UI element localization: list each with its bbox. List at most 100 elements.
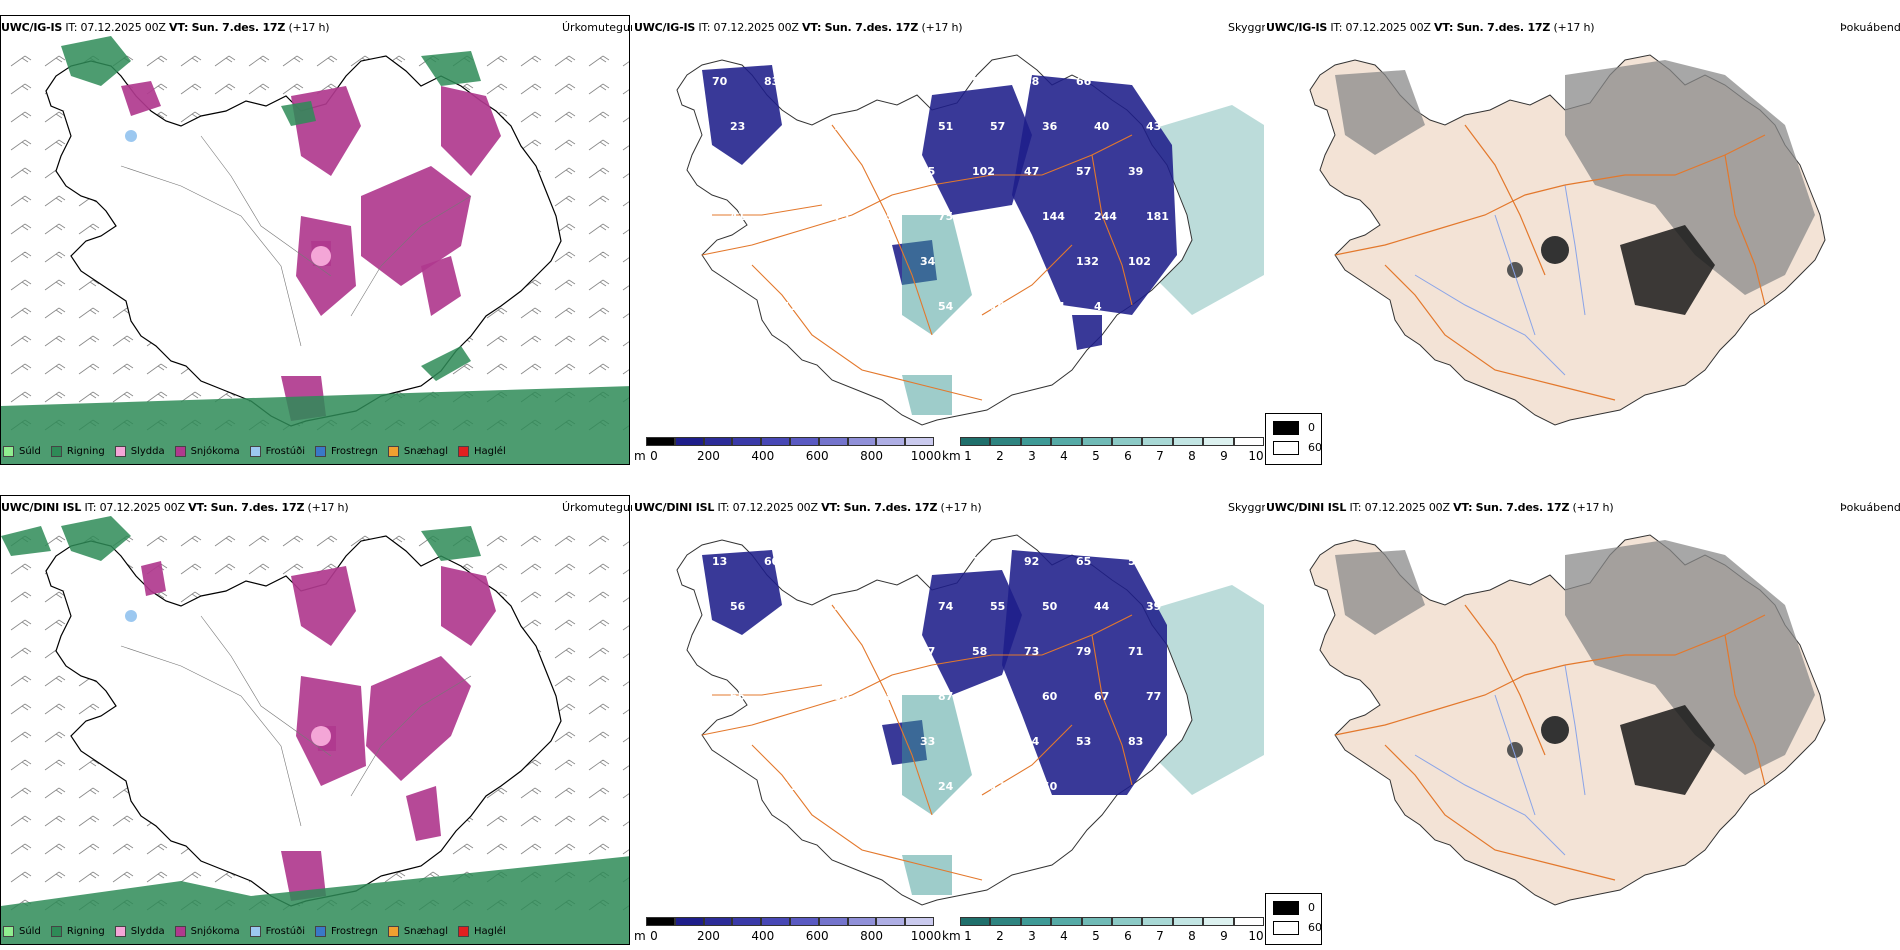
- snow-area: [121, 81, 161, 116]
- wind-barb: [554, 591, 576, 603]
- cloud-value-label: 55: [868, 75, 883, 88]
- colorbar-tick-label: 3: [1028, 929, 1036, 943]
- cloud-value-label: 105: [712, 735, 735, 748]
- colorbar-tick-label: 1: [964, 929, 972, 943]
- colorbar-tick-label: 3: [1028, 449, 1036, 463]
- wind-barb: [44, 619, 66, 631]
- wind-barb: [622, 569, 629, 575]
- colorbar-tick-label: 200: [696, 929, 720, 943]
- cloud-value-label: 104: [990, 300, 1013, 313]
- colorbar-segment: [847, 917, 877, 926]
- wind-barb: [78, 843, 100, 855]
- cloud-value-label: 56: [730, 600, 746, 613]
- cloud-value-label: 39: [1146, 600, 1161, 613]
- wind-barb: [180, 55, 202, 67]
- colorbar-tick-label: 4: [1060, 449, 1068, 463]
- rain-area: [421, 526, 481, 561]
- legend-label: Súld: [19, 925, 41, 937]
- cloud-value-label: 55: [920, 165, 935, 178]
- legend-swatch: [249, 445, 261, 457]
- wind-barb: [248, 535, 270, 547]
- wind-barb: [78, 871, 100, 883]
- wind-barb: [146, 391, 168, 403]
- freezing-drizzle-area: [125, 610, 137, 622]
- road-line: [1724, 634, 1766, 786]
- cloud-value-label: 58: [886, 120, 901, 133]
- wind-barb: [10, 195, 32, 207]
- cloud-value-label: 44: [1094, 600, 1110, 613]
- fog-map-top: [1265, 15, 1900, 465]
- wind-barb: [588, 563, 610, 575]
- wind-barb: [78, 335, 100, 347]
- wind-barb: [554, 759, 576, 771]
- wind-barb: [520, 535, 542, 547]
- roads: [701, 124, 1133, 401]
- cloud-value-label: 49: [816, 645, 831, 658]
- cloud-value-label: 66: [764, 165, 780, 178]
- wind-barb: [248, 563, 270, 575]
- colorbar-segment: [905, 917, 934, 926]
- wind-barb: [78, 307, 100, 319]
- visibility-area: [902, 855, 952, 895]
- panel-title-precip-bottom: UWC/DINI ISL IT: 07.12.2025 00Z VT: Sun.…: [1, 501, 349, 514]
- wind-barb: [622, 89, 629, 95]
- wind-barb: [554, 335, 576, 347]
- wind-barb: [214, 535, 236, 547]
- wind-barb: [554, 111, 576, 123]
- wind-barb: [554, 83, 576, 95]
- panel-name-precip-bottom: Úrkomutegund: [562, 501, 644, 514]
- cloud-value-label: 31: [868, 735, 883, 748]
- cloud-value-label: 70: [712, 75, 728, 88]
- wind-barb: [588, 195, 610, 207]
- cloud-value-label: 137: [782, 780, 805, 793]
- fog-panel-top: [1265, 15, 1900, 465]
- wind-barb: [588, 83, 610, 95]
- wind-barb: [520, 111, 542, 123]
- wind-barb: [520, 843, 542, 855]
- road-line: [931, 614, 1133, 666]
- legend-label: Snæhagl: [403, 445, 449, 457]
- legend-item: Slydda: [114, 925, 165, 937]
- wind-barb: [44, 843, 66, 855]
- panel-name-fog-bottom: Þokuábendi: [1840, 501, 1900, 514]
- road-line: [1724, 154, 1766, 306]
- cloud-value-label: 39: [1024, 255, 1039, 268]
- wind-barb: [282, 55, 304, 67]
- cloud-value-label: 55: [834, 300, 849, 313]
- wind-barb: [146, 871, 168, 883]
- wind-barb: [112, 815, 134, 827]
- wind-barb: [146, 535, 168, 547]
- cloud-value-label: 7: [920, 75, 928, 88]
- fog-legend-bottom: 0 60: [1265, 893, 1322, 945]
- wind-barb: [44, 759, 66, 771]
- road-line: [701, 184, 933, 256]
- cloud-value-label: 92: [1024, 555, 1039, 568]
- wind-barb: [10, 139, 32, 151]
- wind-barb: [554, 815, 576, 827]
- colorbar-tick-label: 5: [1092, 449, 1100, 463]
- cloud-value-label: 24: [938, 780, 954, 793]
- cloud-value-label: 23: [730, 120, 745, 133]
- wind-barb: [622, 849, 629, 855]
- colorbar-tick-label: 800: [860, 449, 884, 463]
- wind-barb: [180, 563, 202, 575]
- wind-barb: [384, 871, 406, 883]
- legend-item: Súld: [3, 925, 41, 937]
- wind-barb: [146, 363, 168, 375]
- visibility-colorbar-top: km 1 2 3 4 5 6 7 8 9 10: [942, 437, 1264, 467]
- rain-area: [421, 346, 471, 381]
- road-line: [1564, 134, 1766, 186]
- wind-barb: [622, 229, 629, 235]
- colorbar-tick-label: 10: [1248, 929, 1264, 943]
- legend-swatch: [387, 445, 399, 457]
- cloud-value-label: 102: [834, 120, 857, 133]
- colorbar-segment: [818, 437, 848, 446]
- colorbar-tick-label: 7: [1156, 449, 1164, 463]
- colorbar-tick-label: 8: [1188, 929, 1196, 943]
- wind-barb: [486, 563, 508, 575]
- colorbar-segment: [1081, 437, 1112, 446]
- cloud-value-label: 89: [886, 690, 901, 703]
- legend-item: Frostregn: [315, 445, 378, 457]
- colorbar-segment: [1051, 437, 1082, 446]
